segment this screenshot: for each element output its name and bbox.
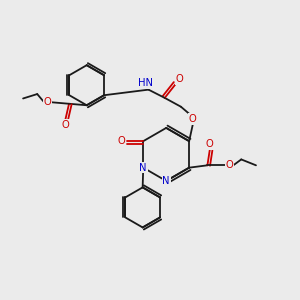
Text: N: N [140, 163, 147, 173]
Text: O: O [176, 74, 183, 84]
Text: O: O [118, 136, 126, 146]
Text: O: O [61, 120, 69, 130]
Text: O: O [226, 160, 233, 170]
Text: O: O [44, 97, 51, 107]
Text: N: N [162, 176, 170, 186]
Text: O: O [206, 139, 214, 149]
Text: HN: HN [138, 78, 153, 88]
Text: O: O [189, 114, 196, 124]
